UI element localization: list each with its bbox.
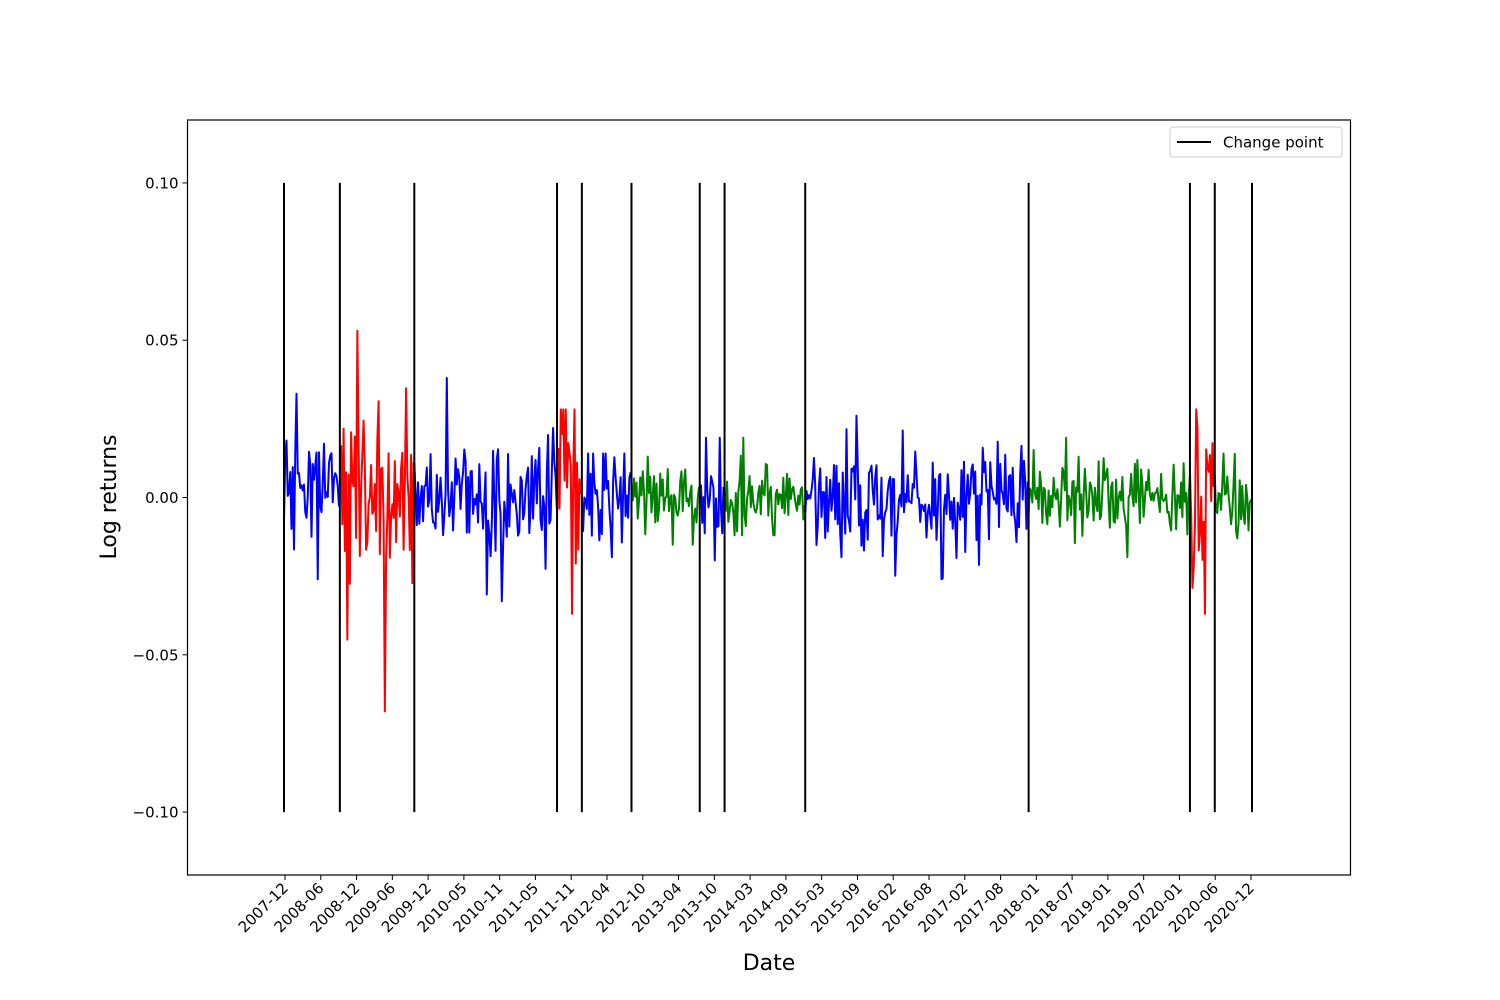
y-axis-title: Log returns (97, 434, 122, 559)
series-segment-medium-7 (698, 436, 725, 562)
series-segment-low-8 (723, 436, 806, 537)
legend-box (1169, 126, 1343, 158)
change-point-layer (283, 182, 1253, 813)
series-segment-low-10 (1027, 436, 1191, 559)
legend-change-point-label: Change point (1223, 134, 1324, 152)
y-tick-label: 0.10 (145, 174, 178, 192)
x-axis-title: Date (743, 951, 796, 976)
series-segment-medium-1 (283, 392, 340, 581)
y-tick-label: −0.05 (133, 646, 179, 664)
y-axis: −0.10 −0.05 0.00 0.05 0.10 (133, 174, 188, 822)
y-tick-label: −0.10 (133, 804, 179, 822)
series-segment-medium-9 (804, 414, 1029, 581)
series-segment-high-2 (338, 329, 415, 713)
series-segment-high-11 (1188, 408, 1215, 615)
series-segment-medium-5 (580, 452, 632, 559)
y-tick-label: 0.05 (145, 332, 178, 350)
series-segment-low-6 (630, 455, 700, 546)
y-tick-label: 0.00 (145, 489, 178, 507)
series-layer (283, 329, 1252, 713)
series-segment-medium-3 (413, 376, 558, 603)
series-segment-low-12 (1213, 452, 1252, 540)
legend: Change point (1169, 126, 1343, 158)
series-segment-high-4 (556, 408, 582, 615)
